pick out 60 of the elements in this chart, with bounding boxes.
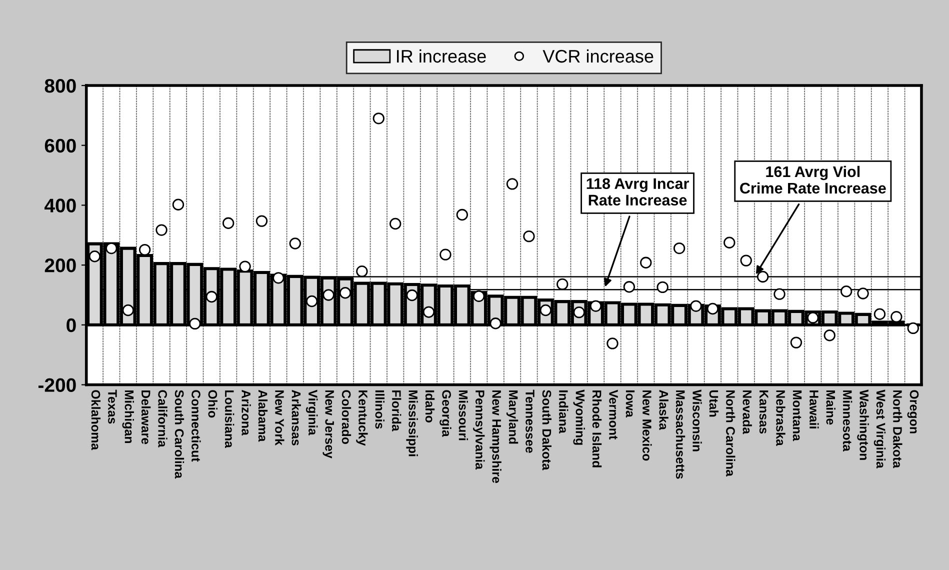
y-tick-label: 800	[44, 78, 76, 93]
x-tick-label: Connecticut	[192, 390, 201, 462]
x-tick-label: Missouri	[458, 390, 468, 440]
x-tick-label: North Carolina	[726, 390, 736, 476]
x-tick-label: Delaware	[141, 390, 151, 444]
x-tick-label: Idaho	[425, 390, 435, 422]
x-tick-label: Mississippi	[406, 390, 418, 456]
x-tick-label: Georgia	[440, 390, 452, 437]
x-tick-label: Virginia	[306, 390, 318, 436]
y-tick-label: -200	[38, 378, 76, 392]
x-tick-label: Oregon	[907, 390, 919, 434]
x-tick-label: Hawaii	[810, 390, 819, 428]
x-tick-label: Wyoming	[573, 390, 585, 445]
x-tick-label: Oklahoma	[91, 390, 101, 450]
x-tick-label: Colorado	[342, 390, 352, 444]
y-tick-label: 400	[44, 198, 76, 212]
x-tick-label: Montana	[792, 390, 802, 442]
ref-line-label: 118 Avrg Incar Rate Increase	[586, 178, 689, 206]
x-tick-label: Washington	[857, 390, 869, 460]
x-tick-label: Rhode Island	[592, 390, 602, 468]
legend-label: VCR increase	[542, 49, 654, 63]
x-tick-label: Ohio	[208, 390, 218, 418]
x-tick-label: Kentucky	[356, 390, 368, 446]
x-tick-label: California	[158, 390, 168, 448]
x-tick-label: New York	[275, 390, 284, 446]
x-tick-label: Nevada	[742, 390, 752, 434]
x-tick-label: Maryland	[506, 390, 518, 444]
x-tick-label: Nebraska	[776, 390, 786, 446]
x-tick-label: West Virginia	[874, 390, 886, 468]
x-tick-label: Alaska	[659, 390, 668, 430]
x-tick-label: Alabama	[258, 390, 268, 442]
x-tick-label: Massachusetts	[676, 390, 686, 479]
x-tick-label: Tennessee	[526, 390, 534, 453]
y-tick-label: 200	[44, 258, 76, 272]
x-tick-label: New Jersey	[322, 390, 334, 458]
x-tick-label: Maine	[826, 390, 836, 425]
x-tick-label: Kansas	[759, 390, 768, 434]
x-tick-label: Minnesota	[842, 390, 852, 452]
x-tick-label: New Hampshire	[490, 390, 502, 483]
x-tick-label: Wisconsin	[692, 390, 702, 452]
x-tick-label: Vermont	[609, 390, 618, 440]
x-tick-label: Florida	[392, 390, 402, 432]
y-tick-label: 600	[44, 138, 76, 153]
x-tick-label: Iowa	[626, 390, 635, 418]
x-tick-label: Arkansas	[292, 390, 301, 446]
x-tick-label: Louisiana	[224, 390, 234, 448]
x-tick-label: Illinois	[375, 390, 384, 429]
x-tick-label: Michigan	[122, 390, 134, 444]
legend-label: IR increase	[397, 49, 486, 63]
x-tick-label: Indiana	[559, 390, 568, 434]
y-tick-label: 0	[66, 318, 76, 332]
x-tick-label: South Carolina	[174, 390, 184, 479]
x-tick-label: Utah	[709, 390, 719, 417]
ref-line-label: 161 Avrg Viol Crime Rate Increase	[740, 166, 886, 194]
x-tick-label: Pennsylvania	[473, 390, 485, 470]
x-tick-label: South Dakota	[542, 390, 552, 470]
x-tick-label: North Dakota	[893, 390, 902, 468]
x-tick-label: Arizona	[242, 390, 251, 436]
x-tick-label: New Mexico	[642, 390, 652, 461]
x-tick-label: Texas	[108, 390, 117, 424]
